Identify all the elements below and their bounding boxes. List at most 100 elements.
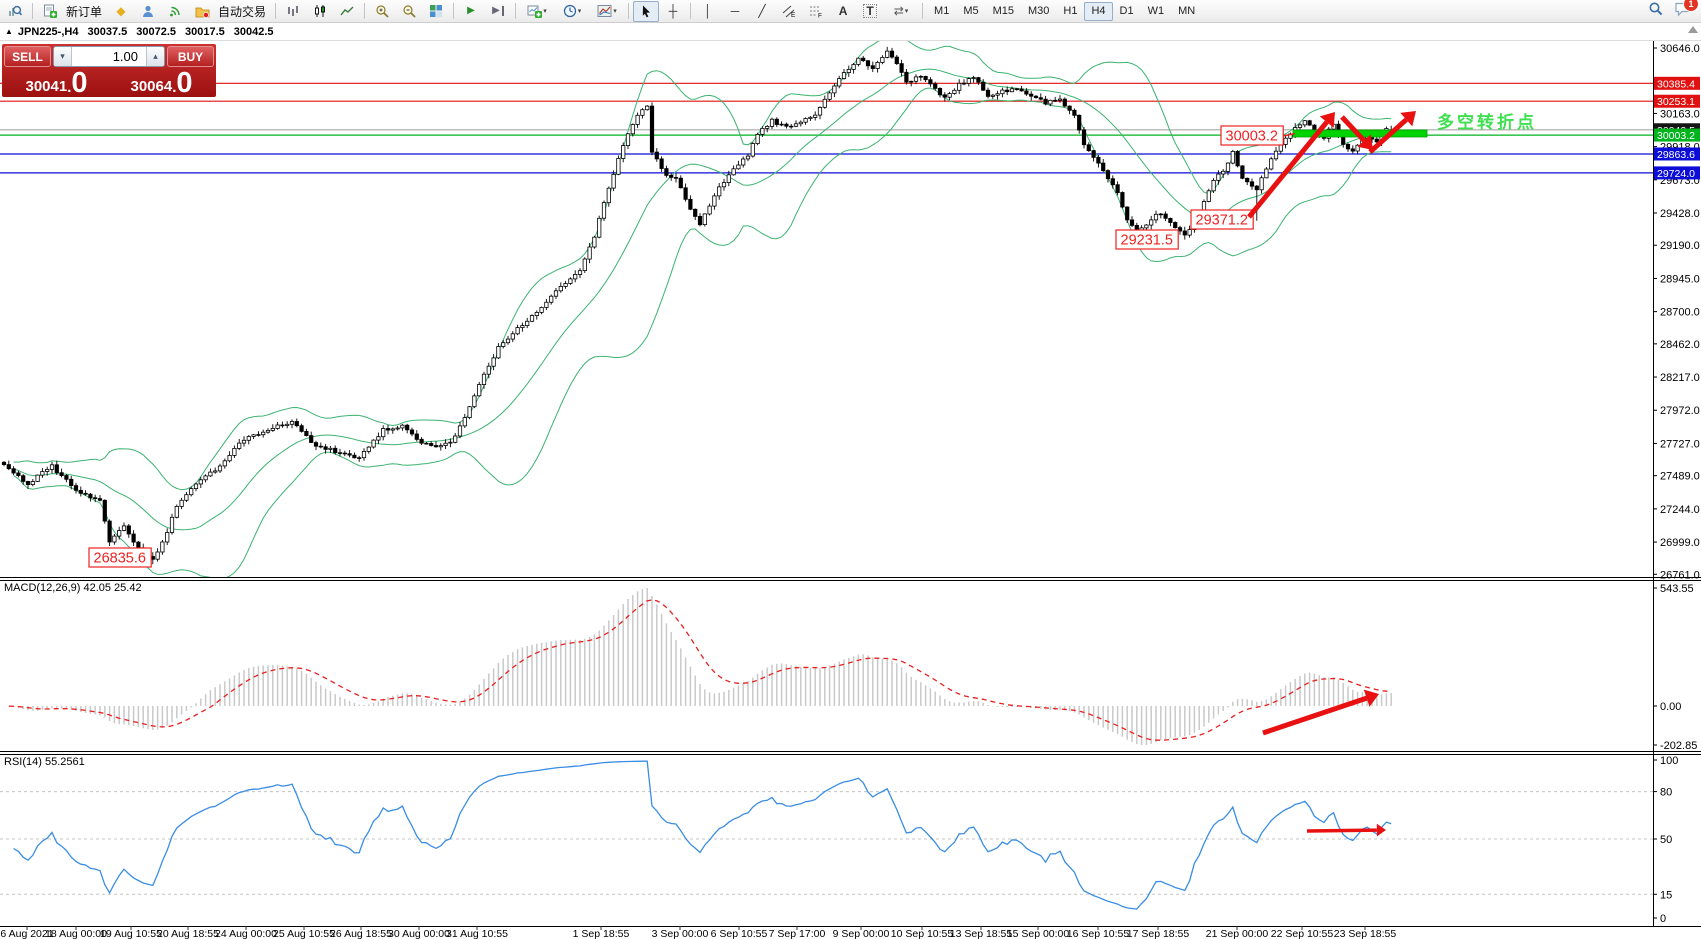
trendline-tool-icon[interactable]: ╱ xyxy=(758,4,766,18)
bollinger-middle-band xyxy=(13,68,1392,531)
volume-increase-button[interactable]: ▴ xyxy=(146,47,164,66)
tile-windows-icon[interactable] xyxy=(423,1,449,22)
rsi-axis-tick: 80 xyxy=(1660,787,1672,799)
horizontal-line-tool-icon[interactable]: ─ xyxy=(730,4,740,18)
price-tag-text: 26835.6 xyxy=(94,551,146,567)
rsi-axis-tick: 15 xyxy=(1660,889,1672,901)
chart-symbol-period: JPN225-,H4 xyxy=(17,25,79,38)
svg-text:30253.1: 30253.1 xyxy=(1657,96,1695,108)
main-toolbar: 新订单 ◆ 自动交易 ▶ xyxy=(0,0,1701,23)
macd-axis-tick: -202.85 xyxy=(1660,740,1697,752)
scroll-up-icon[interactable] xyxy=(1688,26,1698,33)
quote-low: 30017.5 xyxy=(185,25,225,38)
time-axis-label: 22 Sep 10:55 xyxy=(1271,928,1334,939)
chevron-down-icon: ▾ xyxy=(577,8,582,15)
time-axis-label: 31 Aug 10:55 xyxy=(446,928,508,939)
timeframe-m5-button[interactable]: M5 xyxy=(956,2,985,21)
svg-text:E: E xyxy=(791,12,796,18)
chevron-down-icon: ▾ xyxy=(543,8,547,15)
price-axis-tick: 26761.0 xyxy=(1660,569,1700,581)
timeframe-m30-button[interactable]: M30 xyxy=(1021,2,1056,21)
macd-axis-tick: 0.00 xyxy=(1660,701,1681,713)
time-axis-label: 3 Sep 00:00 xyxy=(652,928,709,939)
autoscroll-icon[interactable]: ▶ xyxy=(467,5,475,16)
symbol-search-icon[interactable] xyxy=(2,1,28,22)
bollinger-bands xyxy=(13,41,1392,577)
signals-icon[interactable] xyxy=(162,1,188,22)
price-axis-tick: 27972.0 xyxy=(1660,405,1700,417)
price-axis-tick: 26999.0 xyxy=(1660,537,1700,549)
bar-chart-icon[interactable] xyxy=(280,1,306,22)
zoom-in-icon[interactable] xyxy=(369,1,395,22)
price-axis-badge xyxy=(1654,76,1700,90)
candlestick-chart-icon[interactable] xyxy=(307,1,333,22)
time-axis-label: 1 Sep 18:55 xyxy=(573,928,630,939)
new-order-icon[interactable] xyxy=(37,1,63,22)
line-chart-icon[interactable] xyxy=(334,1,360,22)
new-order-button[interactable]: 新订单 xyxy=(66,4,103,19)
timeframe-m1-button[interactable]: M1 xyxy=(927,2,956,21)
buy-price[interactable]: 30064. 0 xyxy=(130,67,193,99)
fibonacci-tool-icon[interactable]: F xyxy=(803,1,829,22)
time-axis-label: 7 Sep 17:00 xyxy=(769,928,826,939)
price-axis-badge xyxy=(1654,94,1700,108)
timeframe-w1-button[interactable]: W1 xyxy=(1141,2,1172,21)
trend-arrow xyxy=(1340,115,1366,143)
toolbar-right-group: 1 xyxy=(1648,0,1699,22)
sell-price[interactable]: 30041. 0 xyxy=(25,67,88,99)
toolbar-separator xyxy=(275,3,277,19)
bollinger-lower-band xyxy=(13,87,1392,577)
timeframe-buttons: M1 M5 M15 M30 H1 H4 D1 W1 MN xyxy=(927,1,1202,21)
text-tool-icon[interactable]: A xyxy=(838,4,848,18)
crosshair-tool-icon[interactable]: ┼ xyxy=(668,4,678,18)
vertical-line-tool-icon[interactable]: │ xyxy=(704,4,712,18)
metaeditor-icon[interactable]: ◆ xyxy=(116,4,126,18)
chart-shift-icon[interactable]: ▶ xyxy=(485,1,511,22)
price-axis-tick: 27489.0 xyxy=(1660,471,1700,483)
timeframe-d1-button[interactable]: D1 xyxy=(1113,2,1141,21)
time-axis-label: 13 Sep 18:55 xyxy=(950,928,1013,939)
svg-text:F: F xyxy=(818,13,822,19)
cursor-tool-icon[interactable] xyxy=(633,0,660,22)
toolbar-separator xyxy=(32,3,33,19)
sell-button[interactable]: SELL xyxy=(4,46,51,67)
autotrading-button[interactable]: 自动交易 xyxy=(218,4,267,19)
search-icon[interactable] xyxy=(1648,1,1664,22)
chevron-down-icon: ▾ xyxy=(904,8,909,15)
price-axis-tick: 29428.0 xyxy=(1660,208,1700,220)
rsi-line xyxy=(13,760,1392,910)
time-axis-label: 21 Sep 00:00 xyxy=(1206,928,1269,939)
chat-icon[interactable]: 1 xyxy=(1674,0,1699,22)
volume-input[interactable]: 1.00 xyxy=(72,47,146,66)
timeframe-m15-button[interactable]: M15 xyxy=(986,2,1021,21)
shapes-tool-icon[interactable]: ⇄ ▾ xyxy=(893,4,909,18)
community-icon[interactable] xyxy=(135,1,161,22)
rsi-axis-tick: 0 xyxy=(1660,913,1666,925)
rsi-label: RSI(14) 55.2561 xyxy=(4,756,85,768)
timeframe-h4-button[interactable]: H4 xyxy=(1084,1,1113,21)
buy-button[interactable]: BUY xyxy=(167,46,214,67)
volume-decrease-button[interactable]: ▾ xyxy=(54,47,72,66)
autotrading-icon[interactable] xyxy=(189,1,215,22)
trend-arrow xyxy=(1306,828,1377,833)
price-axis-tick: 28945.0 xyxy=(1660,273,1700,285)
templates-icon[interactable]: ▾ xyxy=(590,1,624,22)
periods-icon[interactable]: ▾ xyxy=(555,1,589,22)
new-chart-icon[interactable]: ▾ xyxy=(520,1,554,22)
timeframe-mn-button[interactable]: MN xyxy=(1171,2,1202,21)
price-tag-text: 29231.5 xyxy=(1121,233,1173,249)
price-axis-tick: 30646.0 xyxy=(1660,43,1700,55)
time-axis-label: 19 Aug 10:55 xyxy=(100,928,162,939)
timeframe-h1-button[interactable]: H1 xyxy=(1056,2,1084,21)
chart-title-bar: ▲ JPN225-,H4 30037.5 30072.5 30017.5 300… xyxy=(0,23,1701,40)
price-axis[interactable]: 30646.0 30163.0 29918.0 29673.0 29428.0 29190… xyxy=(1653,43,1700,925)
macd-axis-tick: 543.55 xyxy=(1660,583,1694,595)
channel-tool-icon[interactable]: E xyxy=(776,1,802,22)
text-label-tool-icon[interactable]: T xyxy=(857,1,883,22)
zoom-out-icon[interactable] xyxy=(396,1,422,22)
time-axis-label: 6 Sep 10:55 xyxy=(711,928,768,939)
price-axis-tick: 27727.0 xyxy=(1660,438,1700,450)
trend-arrow xyxy=(1247,120,1329,219)
